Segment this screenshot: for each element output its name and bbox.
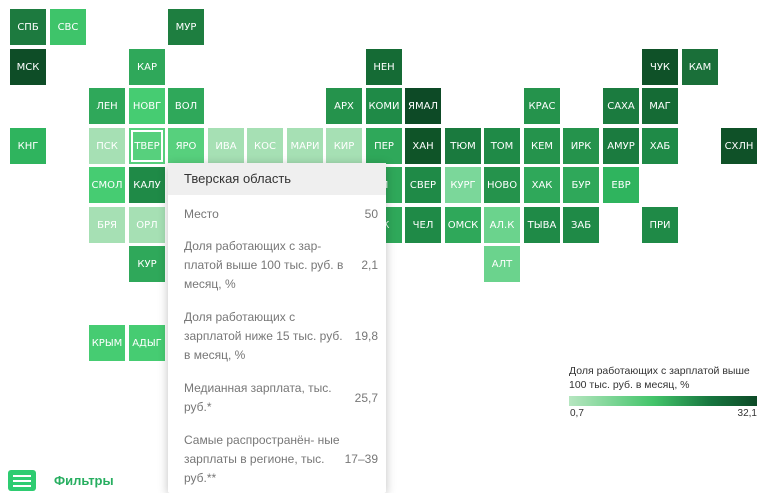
region-tile-алт[interactable]: АЛТ [484, 246, 520, 282]
legend-max-label: 32,1 [737, 408, 757, 419]
tooltip-value-common-salaries: 17–39 [344, 452, 378, 466]
filters-button[interactable]: Фильтры [8, 470, 114, 491]
region-tile-ново[interactable]: НОВО [484, 167, 520, 203]
region-tile-кам[interactable]: КАМ [682, 49, 718, 85]
region-tile-свер[interactable]: СВЕР [405, 167, 441, 203]
region-tile-вол[interactable]: ВОЛ [168, 88, 204, 124]
region-tile-кир[interactable]: КИР [326, 128, 362, 164]
region-tile-ива[interactable]: ИВА [208, 128, 244, 164]
region-tile-крас[interactable]: КРАС [524, 88, 560, 124]
region-tile-кем[interactable]: КЕМ [524, 128, 560, 164]
color-legend: Доля работающих с зарплатой выше 100 тыс… [569, 364, 759, 419]
region-tile-тыва[interactable]: ТЫВА [524, 207, 560, 243]
region-tile-хаб[interactable]: ХАБ [642, 128, 678, 164]
legend-title: Доля работающих с зарплатой выше 100 тыс… [569, 365, 750, 391]
region-tile-ямал[interactable]: ЯМАЛ [405, 88, 441, 124]
region-tile-чук[interactable]: ЧУК [642, 49, 678, 85]
region-tile-пск[interactable]: ПСК [89, 128, 125, 164]
region-tile-евр[interactable]: ЕВР [603, 167, 639, 203]
region-tile-хан[interactable]: ХАН [405, 128, 441, 164]
region-tile-калу[interactable]: КАЛУ [129, 167, 165, 203]
tooltip-label-common-salaries: Самые распространён- ные зарплаты в реги… [184, 433, 340, 485]
region-tile-ал.к[interactable]: АЛ.К [484, 207, 520, 243]
region-tile-кнг[interactable]: КНГ [10, 128, 46, 164]
region-tile-том[interactable]: ТОМ [484, 128, 520, 164]
tooltip-label-high-salary-share: Доля работающих с зар- платой выше 100 т… [184, 239, 344, 291]
region-tile-арх[interactable]: АРХ [326, 88, 362, 124]
tooltip-value-low-salary-share: 19,8 [354, 329, 378, 343]
region-tile-коми[interactable]: КОМИ [366, 88, 402, 124]
legend-gradient-bar [569, 396, 757, 406]
region-tile-мур[interactable]: МУР [168, 9, 204, 45]
region-tile-бря[interactable]: БРЯ [89, 207, 125, 243]
region-tile-кос[interactable]: КОС [247, 128, 283, 164]
region-tile-орл[interactable]: ОРЛ [129, 207, 165, 243]
region-tile-мск[interactable]: МСК [10, 49, 46, 85]
legend-min-label: 0,7 [570, 408, 584, 419]
region-tile-хак[interactable]: ХАК [524, 167, 560, 203]
region-tile-новг[interactable]: НОВГ [129, 88, 165, 124]
tooltip-value-high-salary-share: 2,1 [361, 258, 378, 272]
region-tile-адыг[interactable]: АДЫГ [129, 325, 165, 361]
region-tile-мари[interactable]: МАРИ [287, 128, 323, 164]
region-tile-бур[interactable]: БУР [563, 167, 599, 203]
region-tile-омск[interactable]: ОМСК [445, 207, 481, 243]
region-tile-при[interactable]: ПРИ [642, 207, 678, 243]
tooltip-label-rank: Место [184, 207, 219, 221]
region-tile-кур[interactable]: КУР [129, 246, 165, 282]
region-tile-маг[interactable]: МАГ [642, 88, 678, 124]
tooltip-label-low-salary-share: Доля работающих с зарплатой ниже 15 тыс.… [184, 310, 343, 362]
region-tile-кург[interactable]: КУРГ [445, 167, 481, 203]
region-tile-тюм[interactable]: ТЮМ [445, 128, 481, 164]
region-tile-яро[interactable]: ЯРО [168, 128, 204, 164]
tooltip-label-median-salary: Медианная зарплата, тыс. руб.* [184, 381, 332, 414]
tooltip-value-rank: 50 [364, 207, 378, 221]
region-tile-чел[interactable]: ЧЕЛ [405, 207, 441, 243]
region-tile-ирк[interactable]: ИРК [563, 128, 599, 164]
tooltip-value-median-salary: 25,7 [354, 391, 378, 405]
region-tile-кар[interactable]: КАР [129, 49, 165, 85]
region-tile-саха[interactable]: САХА [603, 88, 639, 124]
region-tile-заб[interactable]: ЗАБ [563, 207, 599, 243]
region-tile-крым[interactable]: КРЫМ [89, 325, 125, 361]
region-tile-лен[interactable]: ЛЕН [89, 88, 125, 124]
region-tile-свс[interactable]: СВС [50, 9, 86, 45]
region-tile-амур[interactable]: АМУР [603, 128, 639, 164]
region-tile-спб[interactable]: СПБ [10, 9, 46, 45]
region-tile-нен[interactable]: НЕН [366, 49, 402, 85]
filters-label: Фильтры [54, 473, 114, 488]
filter-sliders-icon [8, 470, 36, 491]
region-tile-схлн[interactable]: СХЛН [721, 128, 757, 164]
region-tile-пер[interactable]: ПЕР [366, 128, 402, 164]
region-tile-твер[interactable]: ТВЕР [129, 128, 165, 164]
region-tile-смол[interactable]: СМОЛ [89, 167, 125, 203]
tooltip-title: Тверская область [168, 163, 386, 195]
region-tooltip: Тверская область Место 50 Доля работающи… [168, 163, 386, 493]
